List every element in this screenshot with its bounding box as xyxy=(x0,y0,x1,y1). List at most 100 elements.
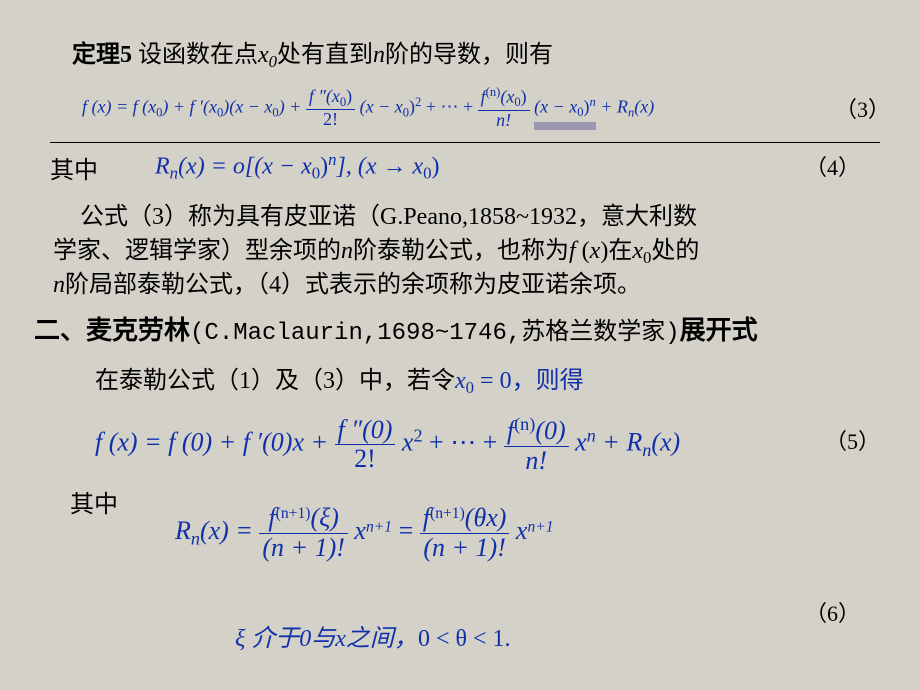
p1l2x0: x xyxy=(632,238,643,264)
eq3-t1ba: )(x − x xyxy=(223,96,272,116)
eq5-tb: + R xyxy=(596,428,642,457)
s2-a: 二、麦克劳林 xyxy=(34,316,190,345)
w1-sub: n xyxy=(170,163,178,182)
eq5-tc: (x) xyxy=(651,428,680,457)
eq5-frac1: f ″(0) 2! xyxy=(335,416,396,474)
eq5-m1b: + ⋯ + xyxy=(423,428,498,457)
w1-s3: 0 xyxy=(423,163,431,182)
eq3-highlight: (x − x0)n xyxy=(534,95,596,130)
eq6-la: R xyxy=(175,516,191,545)
where1-formula: Rn(x) = o[(x − x0)n], (x → x0) xyxy=(155,150,440,183)
p1l2b: 阶泰勒公式，也称为 xyxy=(353,238,569,264)
section2-heading: 二、麦克劳林(C.Maclaurin,1698~1746,苏格兰数学家)展开式 xyxy=(34,310,758,347)
p1l2a: 学家、逻辑学家）型余项的 xyxy=(53,238,341,264)
eq6-frac2: f(n+1)(θx) (n + 1)! xyxy=(420,504,510,562)
p1l3a: n xyxy=(53,272,65,298)
p1l2e: 处的 xyxy=(651,238,699,264)
para1-line2: 学家、逻辑学家）型余项的n阶泰勒公式，也称为f (x)在x0处的 xyxy=(53,230,699,268)
eq3-frac2: f(n)(x0) n! xyxy=(478,86,530,131)
s2-b: (C.Maclaurin,1698~1746,苏格兰数学家) xyxy=(190,320,680,347)
eq5-f2nsup: (n) xyxy=(514,414,535,434)
p1l2d: )在 xyxy=(600,238,632,264)
p1l3b: 阶局部泰勒公式，（4）式表示的余项称为皮亚诺余项。 xyxy=(65,272,641,298)
w1-b: (x) = o[(x − x xyxy=(178,153,312,179)
eq6-f2nb: (θx) xyxy=(465,503,507,532)
eq6-ls: n xyxy=(191,529,200,549)
eq3-f2nb: (x xyxy=(500,86,514,106)
eq3-taile: (x) xyxy=(634,96,654,116)
eq5-m1sup: 2 xyxy=(413,426,422,446)
eq6-tsup: n+1 xyxy=(527,518,553,535)
page-root: 定理5 设函数在点x0处有直到n阶的导数，则有 f (x) = f (x0) +… xyxy=(0,0,920,690)
eq3-f2naf: ) xyxy=(521,86,527,106)
eq6-meq: = xyxy=(399,516,414,545)
theorem-line: 定理5 设函数在点x0处有直到n阶的导数，则有 xyxy=(72,34,553,72)
eq3-t1ca: ) + xyxy=(279,96,302,116)
eq5-number: （5） xyxy=(825,424,880,456)
eq3-number: （3） xyxy=(835,92,890,124)
p2b: = 0，则得 xyxy=(474,368,584,394)
separator-line xyxy=(50,142,880,143)
eq6-f2nsup: (n+1) xyxy=(430,505,465,522)
eq5-frac2: f(n)(0) n! xyxy=(504,414,569,475)
eq6-f1nb: (ξ) xyxy=(310,503,338,532)
eq6-f1nsup: (n+1) xyxy=(276,505,311,522)
eq4-number: （4） xyxy=(805,150,860,182)
eq6-ma: x xyxy=(354,516,366,545)
eq3-f2nsup: (n) xyxy=(486,85,501,99)
p2x0s: 0 xyxy=(466,378,474,397)
w1-a: R xyxy=(155,153,170,179)
eq3-f1d: 2! xyxy=(306,109,355,130)
eq3-lhs: f (x) = xyxy=(82,96,128,116)
p2a: 在泰勒公式（1）及（3）中，若令 xyxy=(95,368,455,394)
eq6-formula: Rn(x) = f(n+1)(ξ) (n + 1)! xn+1 = f(n+1)… xyxy=(175,504,554,562)
theorem-x0: x xyxy=(258,42,269,68)
theorem-text-a: 设函数在点 xyxy=(138,42,258,68)
where1-label: 其中 xyxy=(50,150,98,185)
p1l2n: n xyxy=(341,238,353,264)
eq5-f2d: n! xyxy=(504,446,569,476)
theorem-n: n xyxy=(373,42,385,68)
eq5-ta: x xyxy=(575,428,587,457)
eq6-ta: x xyxy=(516,516,528,545)
eq3-t1a: ) + f ′(x xyxy=(162,96,217,116)
para1-line1: 公式（3）称为具有皮亚诺（G.Peano,1858~1932，意大利数 xyxy=(80,196,697,231)
p1l2c: ( xyxy=(576,238,590,264)
eq3-taila: + R xyxy=(596,96,628,116)
theorem-text-c: 阶的导数，则有 xyxy=(385,42,553,68)
eq5-tsup: n xyxy=(587,426,596,446)
eq3-frac1: f ″(x0) 2! xyxy=(306,87,355,130)
eq5-f2nb: (0) xyxy=(535,416,565,445)
eq3-tail: (x − x xyxy=(534,96,577,116)
eq3-formula: f (x) = f (x0) + f ′(x0)(x − x0) + f ″(x… xyxy=(82,86,654,131)
eq6-f1d: (n + 1)! xyxy=(259,533,348,563)
eq6-f1na: f xyxy=(268,503,275,532)
eq3-f1n: f ″(x xyxy=(309,86,340,106)
eq6-f2d: (n + 1)! xyxy=(420,533,510,563)
eq3-t1: f (x xyxy=(133,96,156,116)
s2-c: 展开式 xyxy=(680,316,758,345)
theorem-text-b: 处有直到 xyxy=(277,42,373,68)
eq5-m1a: x xyxy=(402,428,414,457)
eq5-lhs: f (x) = f (0) + f ′(0)x + xyxy=(95,428,328,457)
eq6-lb: (x) = xyxy=(200,516,253,545)
eq3-f1na: ) xyxy=(346,86,352,106)
eq6-number: （6） xyxy=(805,596,860,628)
eq3-m1a: + ⋯ + xyxy=(421,96,473,116)
p1l2x: x xyxy=(590,238,601,264)
eq5-f1d: 2! xyxy=(335,444,396,474)
para2-line: 在泰勒公式（1）及（3）中，若令x0 = 0，则得 xyxy=(95,360,584,398)
theorem-x0-sub: 0 xyxy=(269,52,277,71)
w1-p: ) xyxy=(320,153,328,179)
theorem-label: 定理5 xyxy=(72,42,132,68)
p1l2f: f xyxy=(569,238,576,264)
eq3-m1: (x − x xyxy=(360,96,403,116)
eq5-f1n: f ″(0) xyxy=(335,416,396,445)
p2x0: x xyxy=(455,368,466,394)
w1-s2: 0 xyxy=(312,163,320,182)
eq5-formula: f (x) = f (0) + f ′(0)x + f ″(0) 2! x2 +… xyxy=(95,414,680,475)
w1-c: ], (x → x xyxy=(337,153,424,179)
eq6-frac1: f(n+1)(ξ) (n + 1)! xyxy=(259,504,348,562)
final-line: ξ 介于0与x之间，0 < θ < 1. xyxy=(235,618,511,653)
eq6-f2na: f xyxy=(423,503,430,532)
